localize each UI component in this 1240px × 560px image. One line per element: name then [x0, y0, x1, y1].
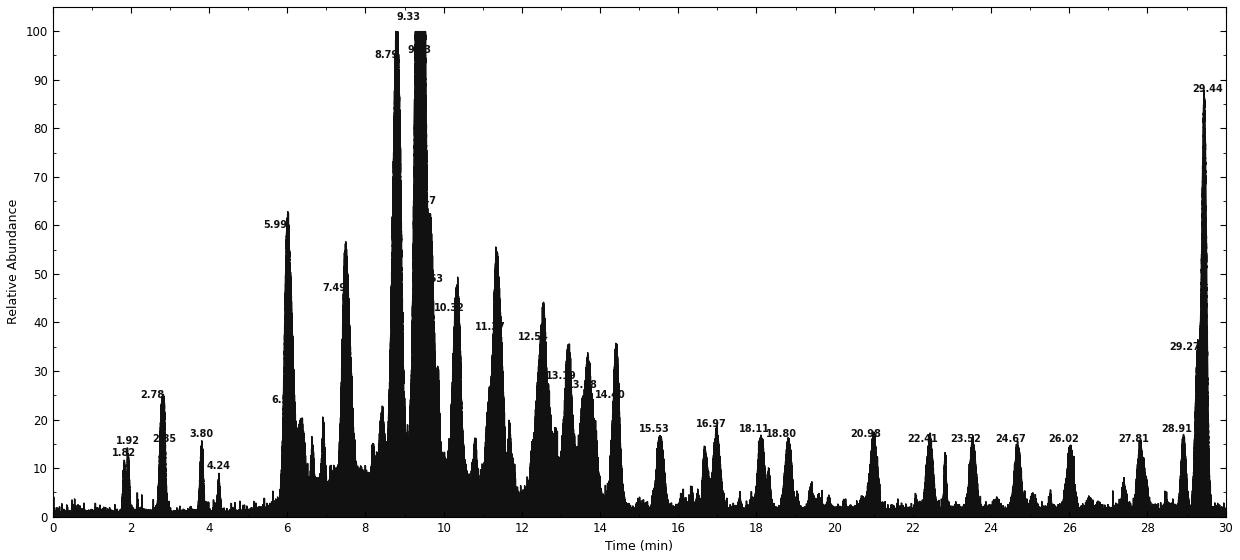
Text: 6.11: 6.11 [272, 395, 295, 405]
Text: 2.85: 2.85 [153, 434, 176, 444]
Text: 22.41: 22.41 [908, 434, 937, 444]
Text: 9.47: 9.47 [413, 196, 436, 206]
Text: 8.79: 8.79 [374, 50, 399, 60]
Text: 29.27: 29.27 [1169, 342, 1200, 352]
Y-axis label: Relative Abundance: Relative Abundance [7, 199, 20, 324]
Text: 9.33: 9.33 [397, 12, 420, 21]
Text: 27.81: 27.81 [1118, 434, 1149, 444]
Text: 9.43: 9.43 [408, 45, 432, 55]
Text: 7.49: 7.49 [322, 283, 346, 293]
Text: 5.99: 5.99 [263, 220, 288, 230]
X-axis label: Time (min): Time (min) [605, 540, 673, 553]
Text: 4.24: 4.24 [206, 460, 231, 470]
Text: 11.37: 11.37 [475, 322, 506, 332]
Text: 26.02: 26.02 [1048, 434, 1079, 444]
Text: 1.82: 1.82 [112, 449, 136, 459]
Text: 13.19: 13.19 [546, 371, 577, 381]
Text: 14.40: 14.40 [594, 390, 625, 400]
Text: 23.52: 23.52 [950, 434, 981, 444]
Text: 28.91: 28.91 [1162, 424, 1192, 434]
Text: 20.98: 20.98 [851, 429, 882, 439]
Text: 16.97: 16.97 [696, 419, 727, 430]
Text: 24.67: 24.67 [996, 434, 1025, 444]
Text: 10.32: 10.32 [434, 303, 465, 313]
Text: 15.53: 15.53 [640, 424, 670, 434]
Text: 13.68: 13.68 [567, 380, 598, 390]
Text: 12.54: 12.54 [518, 332, 549, 342]
Text: 18.11: 18.11 [739, 424, 770, 434]
Text: 9.63: 9.63 [419, 274, 443, 283]
Text: 2.78: 2.78 [140, 390, 165, 400]
Text: 3.80: 3.80 [190, 429, 213, 439]
Text: 1.92: 1.92 [115, 436, 140, 446]
Text: 18.80: 18.80 [766, 429, 797, 439]
Text: 29.44: 29.44 [1193, 85, 1224, 94]
